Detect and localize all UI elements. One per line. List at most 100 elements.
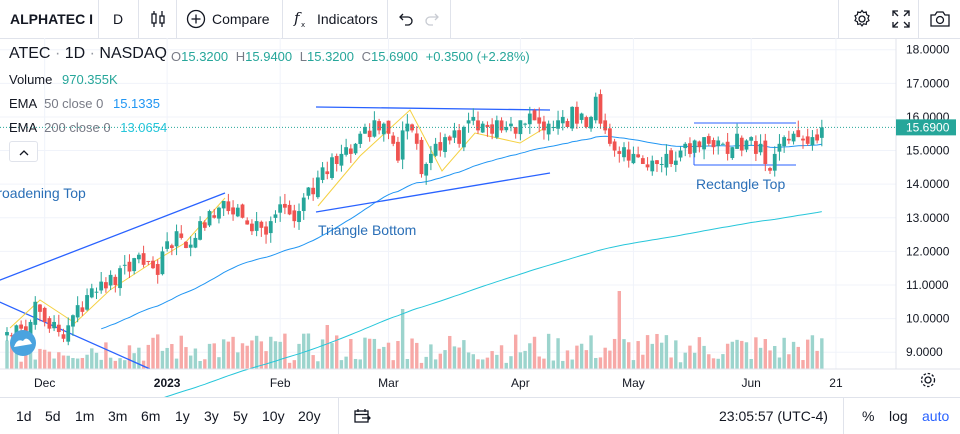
volume-bar [518, 352, 523, 369]
range-button-10y[interactable]: 10y [262, 408, 285, 424]
candle-body [485, 124, 490, 128]
candle-body [80, 307, 85, 312]
candle-body [141, 253, 146, 265]
candle-body [245, 220, 250, 225]
volume-bar [419, 362, 424, 369]
candle-body [315, 177, 320, 198]
redo-icon[interactable] [424, 0, 442, 38]
volume-bar [570, 359, 574, 369]
candle-body [570, 106, 575, 129]
divider [387, 0, 388, 38]
fx-icon: f x [293, 9, 309, 29]
divider [176, 0, 177, 38]
volume-bar [627, 342, 631, 369]
volume-bar [655, 333, 659, 369]
volume-bar [551, 360, 556, 369]
price-chart[interactable]: Broadening Top Triangle Bottom Rectangle T… [0, 38, 960, 397]
range-button-1y[interactable]: 1y [175, 408, 190, 424]
volume-bar [782, 337, 786, 369]
candle-body [688, 143, 692, 154]
candle-body [476, 120, 480, 131]
x-tick-label: May [622, 376, 645, 390]
y-tick-label: 14.0000 [906, 177, 950, 191]
collapse-legend-button[interactable] [9, 141, 38, 162]
volume-bar [221, 339, 226, 369]
candle-body [575, 106, 579, 124]
percent-scale-toggle[interactable]: % [862, 408, 875, 424]
broadening-top-upper-line [0, 192, 226, 281]
candle-body [386, 120, 391, 134]
candle-body [763, 140, 768, 164]
candle-body [330, 157, 334, 178]
candle-body [179, 233, 184, 238]
triangle-bottom-lower-line [315, 172, 551, 213]
candle-body [768, 168, 772, 171]
bar-style-icon[interactable] [148, 0, 168, 38]
candle-body [367, 130, 372, 138]
auto-scale-toggle[interactable]: auto [922, 408, 950, 424]
candle-body [480, 123, 485, 133]
candle-body [391, 135, 396, 144]
candle-body [518, 120, 523, 135]
calendar-icon[interactable] [353, 398, 371, 434]
volume-bar [250, 340, 254, 369]
volume-bar [287, 362, 292, 369]
x-tick-label: Apr [511, 376, 530, 390]
candle-body [697, 141, 702, 148]
divider [282, 0, 283, 38]
candle-body [466, 120, 471, 124]
range-button-3y[interactable]: 3y [204, 408, 219, 424]
volume-bar [259, 341, 264, 369]
candle-body [438, 142, 443, 151]
volume-bar [754, 337, 758, 369]
volume-bar [796, 346, 800, 369]
divider [138, 0, 139, 38]
camera-icon[interactable] [929, 0, 951, 38]
range-button-1m[interactable]: 1m [75, 408, 95, 424]
candle-body [136, 254, 141, 260]
volume-bar [391, 360, 395, 369]
candle-body [810, 137, 815, 146]
compare-button[interactable]: Compare [186, 0, 270, 38]
range-button-5y[interactable]: 5y [233, 408, 248, 424]
volume-bar [179, 335, 183, 369]
indicators-button[interactable]: f x Indicators [293, 0, 378, 38]
volume-bar [217, 357, 221, 369]
fullscreen-icon[interactable] [892, 0, 910, 38]
range-button-20y[interactable]: 20y [298, 408, 321, 424]
volume-bar [438, 353, 443, 369]
candle-body [155, 264, 160, 275]
divider [843, 398, 844, 434]
range-button-6m[interactable]: 6m [141, 408, 161, 424]
range-button-3m[interactable]: 3m [108, 408, 128, 424]
candle-body [400, 130, 405, 160]
candle-body [706, 136, 711, 144]
volume-bar [90, 348, 94, 369]
volume-bar [254, 335, 259, 369]
volume-bar [297, 343, 301, 369]
volume-bar [768, 350, 772, 369]
volume-bar [372, 338, 377, 369]
undo-icon[interactable] [396, 0, 414, 38]
clock-time[interactable]: 23:05:57 (UTC-4) [719, 408, 828, 424]
volume-bar [462, 340, 466, 369]
volume-bar [306, 333, 311, 369]
volume-bar [363, 337, 367, 369]
interval-button[interactable]: D [113, 11, 124, 27]
volume-bar [184, 347, 188, 369]
volume-bar [791, 341, 796, 369]
volume-bar [669, 357, 673, 369]
range-button-5d[interactable]: 5d [45, 408, 61, 424]
symbol-search[interactable]: ALPHATEC I [10, 11, 93, 27]
candle-body [744, 140, 749, 150]
range-button-1d[interactable]: 1d [16, 408, 32, 424]
candle-body [622, 147, 626, 158]
settings-icon[interactable] [852, 0, 872, 38]
candle-body [235, 207, 240, 217]
log-scale-toggle[interactable]: log [889, 408, 908, 424]
volume-bar [344, 356, 348, 369]
y-tick-label: 17.0000 [906, 76, 950, 90]
volume-bar [499, 345, 504, 369]
volume-bar [575, 345, 579, 369]
candle-body [786, 138, 791, 141]
